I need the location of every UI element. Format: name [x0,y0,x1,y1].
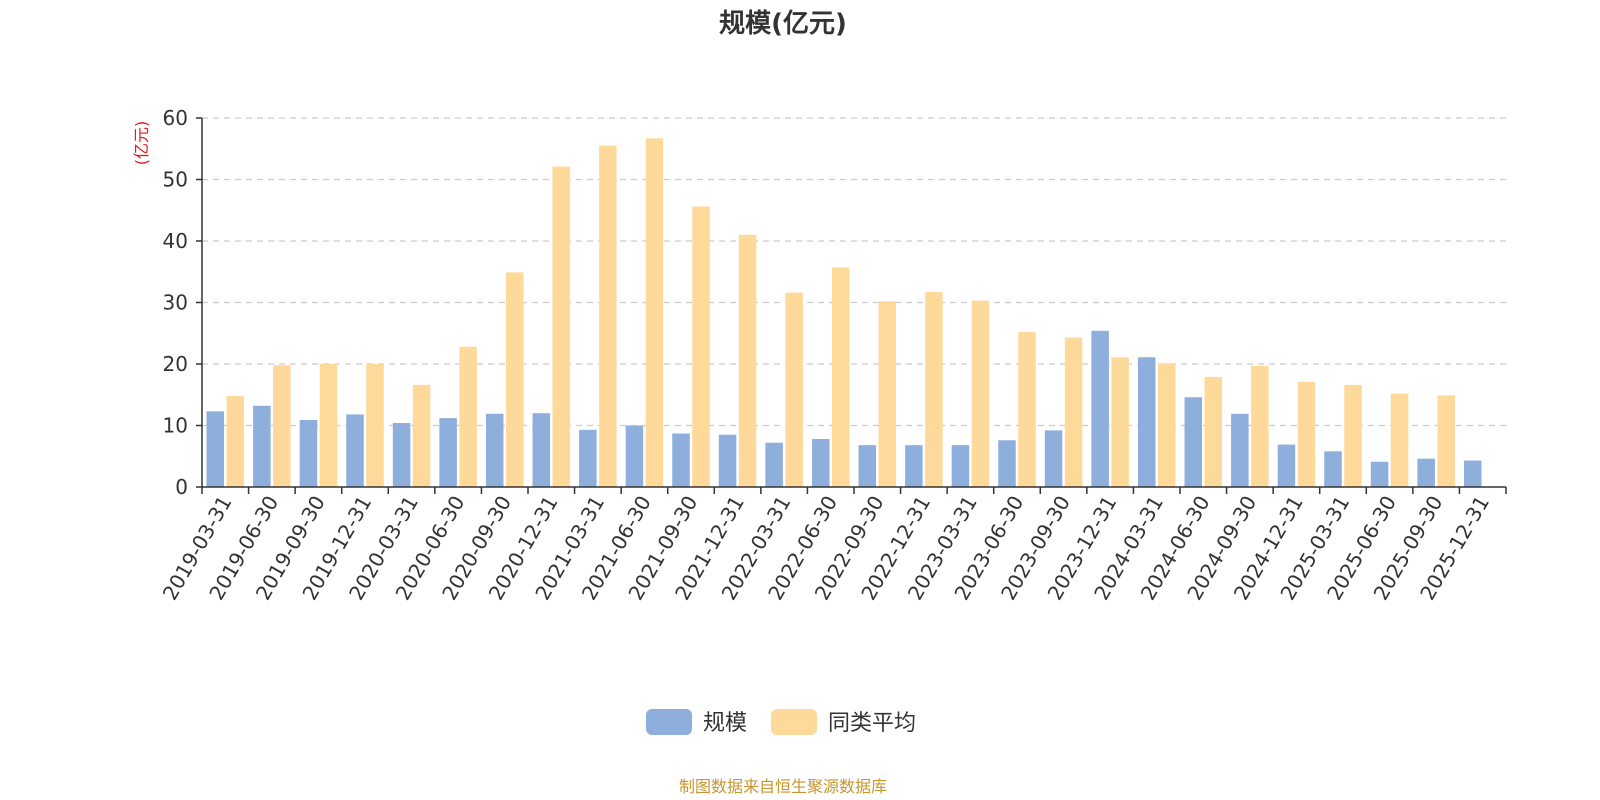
bar-peer-average [645,138,664,488]
bar-scale [392,423,411,487]
y-tick-labels: 0 10 20 30 40 50 60 [163,106,188,499]
y-tick-label: 0 [175,475,188,499]
bar-scale [1463,460,1482,487]
bar-scale [1417,458,1435,487]
bar-peer-average [1344,384,1362,487]
bar-peer-average [319,364,338,487]
y-tick-label: 30 [163,291,188,315]
bar-scale [579,429,597,487]
x-tick-labels: 2019-03-312019-06-302019-09-302019-12-31… [158,492,1494,605]
bar-peer-average [1018,332,1036,487]
bar-peer-average [878,301,897,487]
bar-scale [765,442,783,487]
bar-scale [253,405,271,487]
bar-scale [625,425,644,487]
bar-peer-average [1437,395,1455,487]
bar-peer-average [738,234,757,487]
bar-peer-average [1204,376,1223,487]
bar-scale [439,418,457,487]
bar-peer-average [226,395,245,487]
bar-scale [1137,357,1156,487]
bars [206,138,1482,488]
bar-peer-average [366,364,384,487]
bar-scale [1324,451,1342,487]
bar-peer-average [599,145,617,488]
bar-peer-average [971,300,990,487]
axes [196,117,1507,494]
legend: 规模 同类平均 [646,709,916,736]
bar-peer-average [273,365,291,487]
legend-swatch [646,709,692,735]
bar-scale [811,439,830,487]
legend-label: 同类平均 [828,711,916,736]
bar-scale [532,413,551,487]
bar-scale [299,419,318,487]
bar-peer-average [412,384,431,487]
bar-scale [1184,397,1203,487]
bar-scale [1277,444,1296,487]
bar-peer-average [925,292,943,487]
bar-peer-average [459,346,477,487]
bar-scale [1091,330,1109,487]
bar-scale [485,413,504,487]
y-tick-label: 20 [163,352,188,376]
bar-scale [206,411,225,487]
bar-peer-average [1251,365,1269,487]
bar-peer-average [552,166,571,487]
bar-peer-average [692,206,710,487]
bar-peer-average [1390,393,1409,487]
bar-scale [951,445,970,487]
bar-scale [998,440,1016,487]
bar-peer-average [1157,363,1176,487]
bar-peer-average [1297,381,1316,487]
source-note: 制图数据来自恒生聚源数据库 [679,777,887,796]
y-tick-label: 10 [163,414,188,438]
y-tick-label: 50 [163,168,188,192]
bar-scale [1231,413,1249,487]
y-tick-label: 60 [163,106,188,130]
chart-title: 规模(亿元) [719,9,847,39]
bar-scale [672,433,690,487]
bar-scale [858,445,877,487]
bar-scale [718,434,737,487]
bar-scale [1370,461,1389,487]
bar-scale [905,445,923,487]
legend-swatch [771,709,817,735]
y-tick-label: 40 [163,229,188,253]
bar-peer-average [1064,337,1083,487]
y-axis-label: (亿元) [132,121,151,166]
bar-scale [1044,430,1063,487]
bar-peer-average [831,267,850,487]
bar-peer-average [1111,357,1129,487]
legend-label: 规模 [703,711,747,736]
bar-peer-average [785,292,803,487]
gridlines [202,117,1506,427]
bar-peer-average [505,272,524,487]
bar-scale [346,414,364,487]
